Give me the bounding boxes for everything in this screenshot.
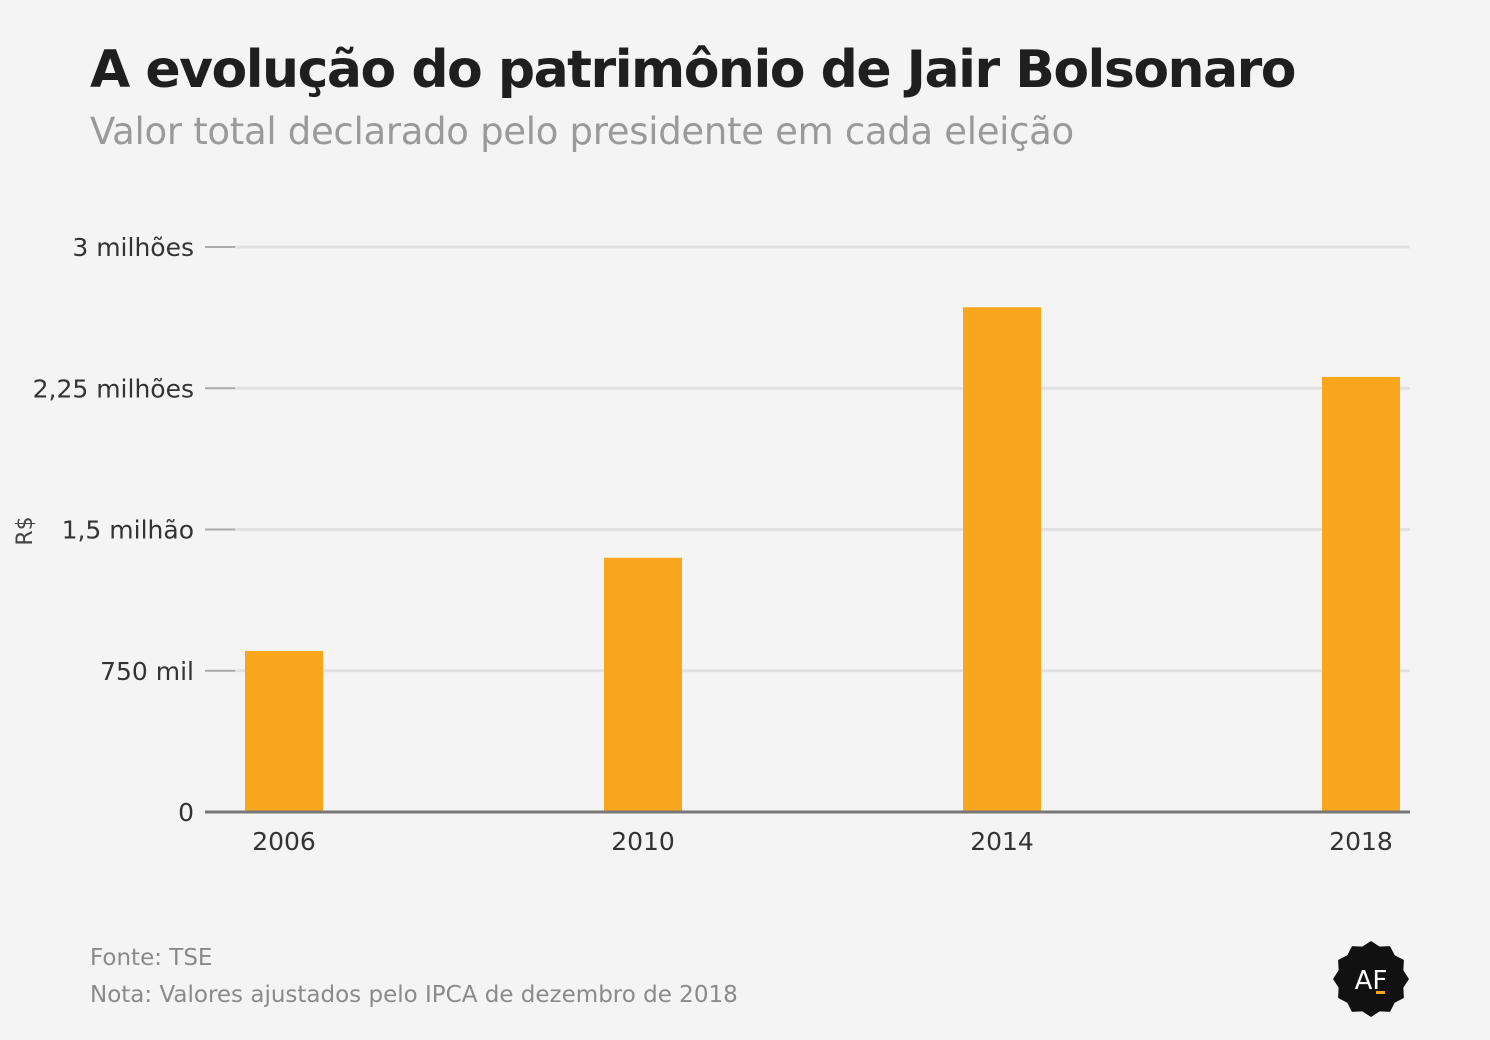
x-tick-label: 2010	[611, 827, 675, 856]
y-tick-label: 750 mil	[100, 657, 194, 686]
bar-2010	[604, 557, 682, 812]
af-seal-logo-icon: AF	[1333, 941, 1409, 1017]
logo-accent	[1376, 991, 1385, 994]
bar-2014	[963, 307, 1041, 812]
y-tick-label: 1,5 milhão	[62, 516, 194, 545]
note-text: Nota: Valores ajustados pelo IPCA de dez…	[90, 982, 738, 1008]
x-axis: 2006 2010 2014 2018	[205, 810, 1410, 856]
y-axis-label: R$	[13, 516, 38, 545]
y-axis-ticks: 0 750 mil 1,5 milhão 2,25 milhões 3 milhões	[33, 233, 235, 827]
y-tick-label: 3 milhões	[72, 233, 194, 262]
bars	[245, 307, 1400, 812]
chart-subtitle: Valor total declarado pelo presidente em…	[90, 110, 1074, 153]
bar-2006	[245, 650, 323, 812]
grid-lines	[235, 245, 1410, 673]
y-tick-label: 0	[178, 798, 194, 827]
chart-title: A evolução do patrimônio de Jair Bolsona…	[90, 40, 1297, 100]
y-tick-label: 2,25 milhões	[33, 374, 194, 403]
logo-seal-shape	[1333, 941, 1409, 1017]
bar-2018	[1322, 376, 1400, 812]
source-text: Fonte: TSE	[90, 945, 213, 971]
x-tick-label: 2018	[1329, 827, 1393, 856]
x-tick-label: 2006	[252, 827, 316, 856]
x-tick-label: 2014	[970, 827, 1034, 856]
